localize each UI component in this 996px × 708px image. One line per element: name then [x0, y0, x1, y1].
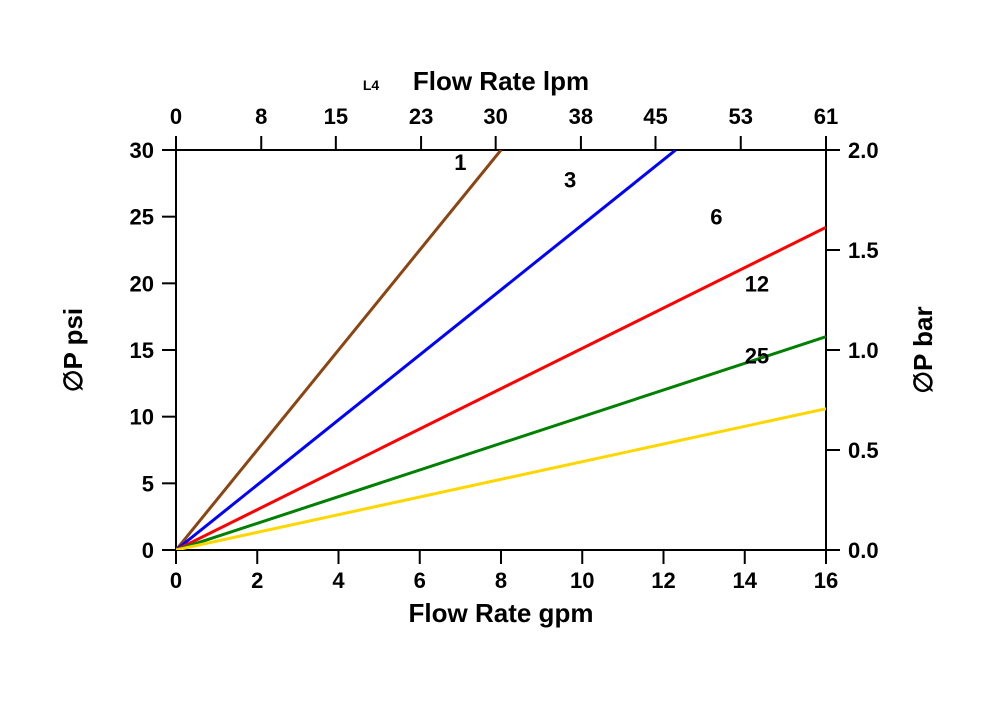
y-left-tick-label: 5: [142, 471, 154, 496]
x-bottom-tick-label: 12: [651, 568, 675, 593]
y-right-axis-title: ∅P bar: [908, 306, 938, 393]
series-label-25: 25: [745, 343, 769, 368]
x-bottom-tick-label: 6: [414, 568, 426, 593]
x-bottom-tick-label: 14: [733, 568, 758, 593]
x-top-tick-label: 23: [409, 104, 433, 129]
x-bottom-tick-label: 10: [570, 568, 594, 593]
series-line-12: [176, 337, 826, 550]
x-bottom-tick-label: 2: [251, 568, 263, 593]
y-right-tick-label: 1.5: [848, 238, 879, 263]
series-label-1: 1: [454, 150, 466, 175]
y-left-tick-label: 25: [130, 205, 154, 230]
y-left-tick-label: 15: [130, 338, 154, 363]
series-label-6: 6: [710, 205, 722, 230]
x-top-tick-label: 8: [255, 104, 267, 129]
x-top-tick-label: 38: [569, 104, 593, 129]
x-bottom-tick-label: 16: [814, 568, 838, 593]
series-label-3: 3: [564, 167, 576, 192]
y-left-tick-label: 10: [130, 405, 154, 430]
x-top-small-label: L4: [363, 77, 380, 93]
x-top-tick-label: 15: [324, 104, 348, 129]
series-label-12: 12: [745, 271, 769, 296]
y-left-tick-label: 0: [142, 538, 154, 563]
series-line-3: [176, 150, 676, 550]
series-line-6: [176, 227, 826, 550]
y-left-axis-title: ∅P psi: [58, 308, 88, 392]
x-bottom-tick-label: 0: [170, 568, 182, 593]
x-bottom-tick-label: 4: [332, 568, 345, 593]
x-top-axis-title: Flow Rate lpm: [413, 66, 589, 96]
y-left-tick-label: 20: [130, 271, 154, 296]
x-top-tick-label: 45: [643, 104, 667, 129]
y-right-tick-label: 2.0: [848, 138, 879, 163]
x-top-tick-label: 61: [814, 104, 838, 129]
x-bottom-axis-title: Flow Rate gpm: [409, 598, 594, 628]
y-right-tick-label: 0.5: [848, 438, 879, 463]
chart-series: [176, 150, 826, 550]
series-labels: 1 3 6 12 25: [454, 150, 769, 368]
y-right-tick-label: 0.0: [848, 538, 879, 563]
x-bottom-tick-label: 8: [495, 568, 507, 593]
y-right-tick-label: 1.0: [848, 338, 879, 363]
x-top-tick-label: 30: [483, 104, 507, 129]
x-top-tick-label: 53: [729, 104, 753, 129]
x-top-tick-label: 0: [170, 104, 182, 129]
pressure-flow-chart: 0246810121416081523303845536105101520253…: [0, 0, 996, 708]
y-left-tick-label: 30: [130, 138, 154, 163]
